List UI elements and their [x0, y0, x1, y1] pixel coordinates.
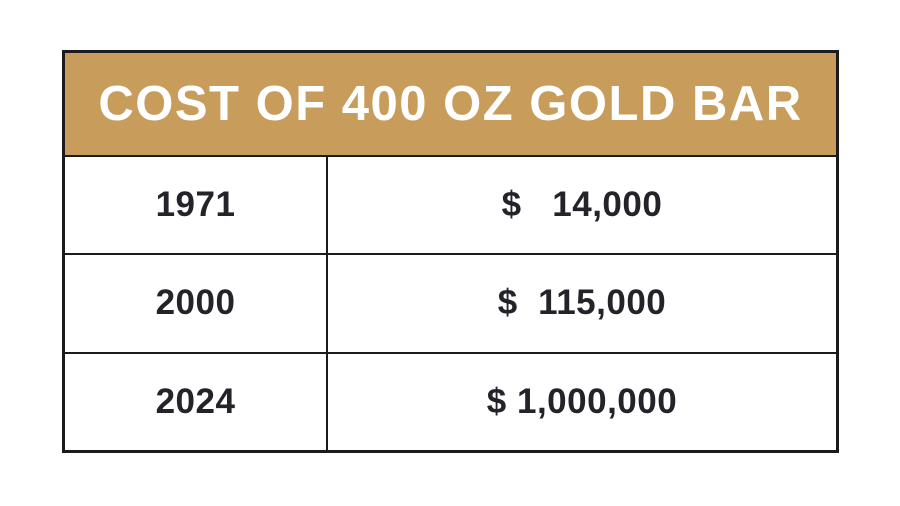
table-row: 1971 $ 14,000	[65, 157, 836, 256]
cost-cell: $ 115,000	[497, 283, 667, 323]
cost-cell: $ 14,000	[501, 185, 663, 225]
table-header: COST OF 400 OZ GOLD BAR	[65, 53, 836, 157]
year-cell: 2024	[65, 353, 328, 450]
year-cell: 2000	[65, 255, 328, 352]
year-cell: 1971	[65, 157, 328, 254]
gold-bar-cost-table: COST OF 400 OZ GOLD BAR 1971 $ 14,000 20…	[62, 50, 839, 453]
table-row: 2000 $ 115,000	[65, 255, 836, 354]
table-row: 2024 $ 1,000,000	[65, 353, 836, 450]
table-title: COST OF 400 OZ GOLD BAR	[98, 77, 803, 131]
cost-cell: $ 1,000,000	[486, 381, 678, 421]
